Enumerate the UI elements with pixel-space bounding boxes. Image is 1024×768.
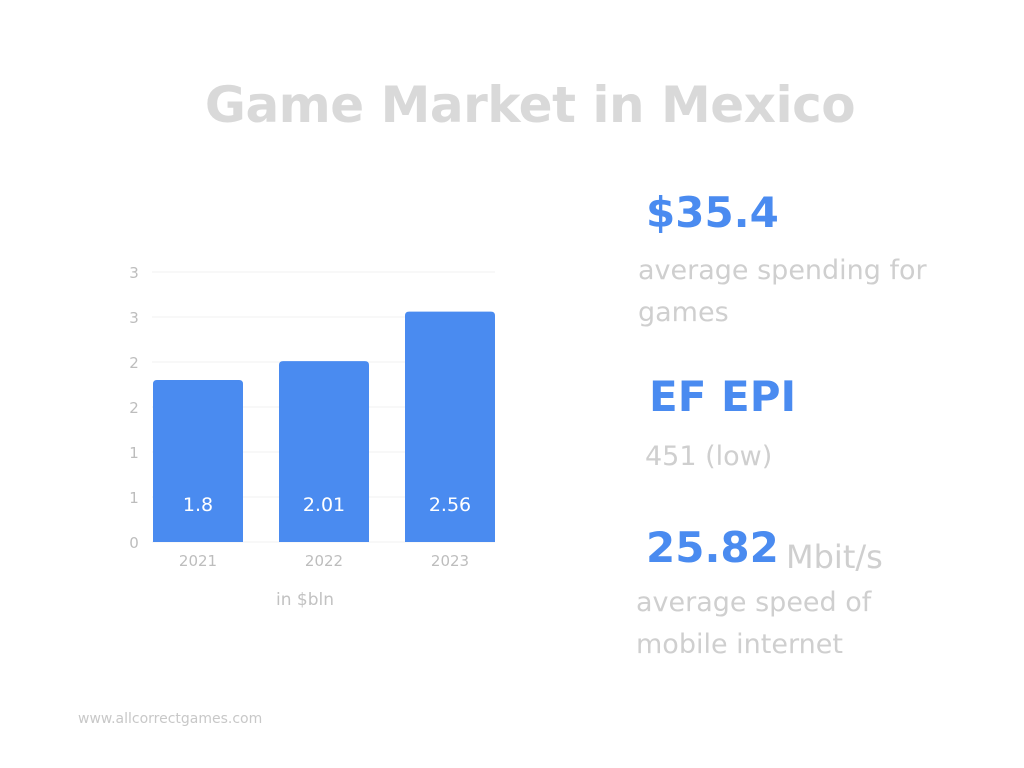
y-tick-label: 1 [129,489,139,507]
y-tick-label: 2 [129,354,139,372]
spending-value: $35.4 [646,188,779,237]
bar-2022 [279,361,369,542]
y-tick-label: 3 [129,264,139,282]
x-tick-label: 2022 [305,552,343,570]
x-tick-label: 2023 [431,552,469,570]
x-tick-label: 2021 [179,552,217,570]
bar-data-label: 2.56 [429,494,471,516]
bar-chart: 0 1 1 2 2 3 3 1.8 2021 2.01 2022 2.56 2023 [129,264,495,570]
y-tick-label: 0 [129,534,139,552]
spending-description: average spending for games [638,255,927,328]
y-tick-label: 3 [129,309,139,327]
page-title: Game Market in Mexico [204,76,856,134]
internet-speed-value: 25.82 [646,523,779,572]
bar-2023 [405,311,495,542]
epi-value: EF EPI [649,372,797,421]
bar-data-label: 1.8 [183,494,213,516]
y-tick-label: 2 [129,399,139,417]
internet-speed-description: average speed of mobile internet [636,587,872,660]
chart-axis-caption: in $bln [276,590,335,610]
epi-description: 451 (low) [645,441,773,472]
bar-data-label: 2.01 [303,494,345,516]
internet-speed-unit: Mbit/s [786,538,883,576]
bar-2021 [153,380,243,542]
y-tick-label: 1 [129,444,139,462]
footer-url: www.allcorrectgames.com [78,711,263,727]
